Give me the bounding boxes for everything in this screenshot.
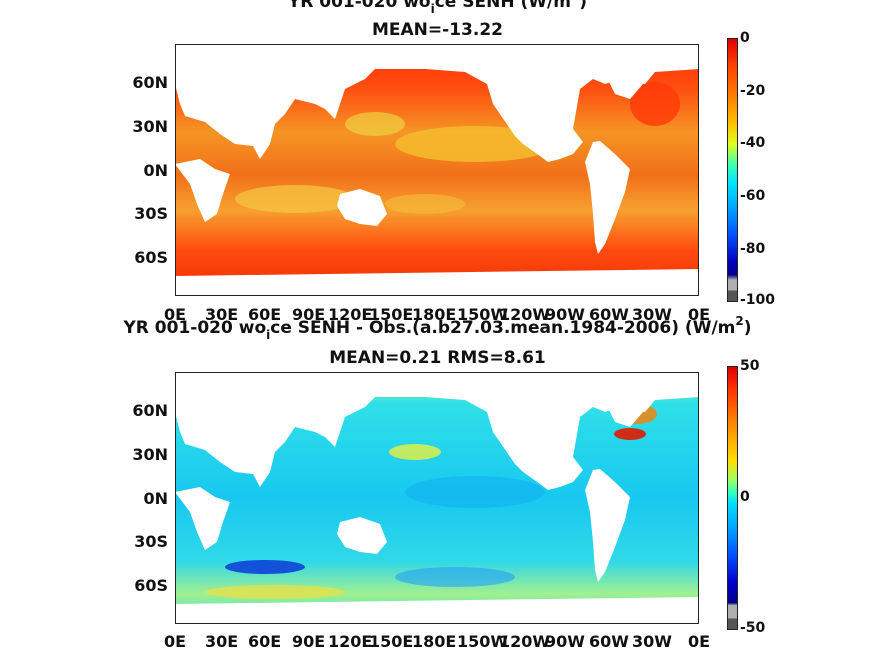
bottom-panel-mean: MEAN=0.21 RMS=8.61	[329, 348, 546, 368]
top-lon-label-120w: 120W	[499, 305, 551, 324]
bottom-lat-label-60n: 60N	[132, 401, 168, 420]
top-title-subscript: i	[430, 2, 435, 16]
top-title-part3: )	[579, 0, 588, 12]
bottom-cb-tick-0: 50	[740, 358, 760, 374]
bottom-colorbar	[727, 366, 738, 630]
top-lat-label-30n: 30N	[132, 117, 168, 136]
bottom-title-part3: )	[743, 318, 752, 338]
bottom-lat-label-60s: 60S	[134, 576, 168, 595]
bottom-cb-tick-2: -50	[740, 620, 766, 636]
top-lon-label-0e: 0E	[164, 305, 187, 324]
top-lat-label-0n: 0N	[143, 161, 168, 180]
top-lon-label-120e: 120E	[328, 305, 373, 324]
bottom-lon-label-90w: 90W	[545, 632, 585, 651]
top-lon-label-90e: 90E	[292, 305, 326, 324]
top-lon-label-60e: 60E	[248, 305, 282, 324]
bottom-lon-label-90e: 90E	[292, 632, 326, 651]
top-map	[175, 44, 699, 296]
bottom-title-superscript: 2	[735, 314, 744, 328]
top-lon-label-90w: 90W	[545, 305, 585, 324]
top-cb-tick-4: -80	[740, 241, 766, 257]
top-lon-label-60w: 60W	[589, 305, 629, 324]
bottom-lon-label-120w: 120W	[499, 632, 551, 651]
bottom-lon-label-150e: 150E	[369, 632, 414, 651]
bottom-title-part2: ce SENH - Obs.(a.b27.03.mean.1984-2006) …	[270, 318, 736, 338]
bottom-lat-label-30s: 30S	[134, 532, 168, 551]
bottom-lon-label-150w: 150W	[457, 632, 509, 651]
top-cb-tick-2: -40	[740, 135, 766, 151]
bottom-lon-label-0e: 0E	[164, 632, 187, 651]
top-title-part1: YR 001-020 wo	[287, 0, 431, 12]
top-cb-tick-0: 0	[740, 30, 750, 46]
bottom-map	[175, 372, 699, 624]
bottom-lat-label-0n: 0N	[143, 489, 168, 508]
top-lon-label-180e: 180E	[412, 305, 457, 324]
top-cb-tick-5: -100	[740, 292, 776, 308]
bottom-title-part1: YR 001-020 wo	[123, 318, 267, 338]
top-panel-mean: MEAN=-13.22	[372, 20, 503, 40]
bottom-lat-label-30n: 30N	[132, 445, 168, 464]
bottom-lon-label-120e: 120E	[328, 632, 373, 651]
top-cb-tick-1: -20	[740, 83, 766, 99]
bottom-lon-label-60e: 60E	[248, 632, 282, 651]
top-lon-label-150e: 150E	[369, 305, 414, 324]
top-lon-label-0e-end: 0E	[688, 305, 711, 324]
top-cb-tick-3: -60	[740, 188, 766, 204]
top-title-superscript: 2	[571, 0, 579, 2]
bottom-cb-tick-1: 0	[740, 489, 750, 505]
bottom-lon-label-30e: 30E	[205, 632, 239, 651]
bottom-lon-label-0e-end: 0E	[688, 632, 711, 651]
bottom-lon-label-180e: 180E	[412, 632, 457, 651]
top-panel-title: YR 001-020 woice SENH (W/m2)	[0, 0, 875, 16]
top-lat-label-60n: 60N	[132, 73, 168, 92]
top-lat-label-60s: 60S	[134, 248, 168, 267]
top-colorbar	[727, 38, 738, 302]
top-lon-label-30w: 30W	[632, 305, 672, 324]
top-lon-label-30e: 30E	[205, 305, 239, 324]
bottom-lon-label-60w: 60W	[589, 632, 629, 651]
top-title-part2: ce SENH (W/m	[434, 0, 571, 12]
bottom-title-subscript: i	[266, 328, 271, 342]
top-lat-label-30s: 30S	[134, 204, 168, 223]
bottom-lon-label-30w: 30W	[632, 632, 672, 651]
bottom-panel-title: YR 001-020 woice SENH - Obs.(a.b27.03.me…	[0, 314, 875, 342]
top-lon-label-150w: 150W	[457, 305, 509, 324]
